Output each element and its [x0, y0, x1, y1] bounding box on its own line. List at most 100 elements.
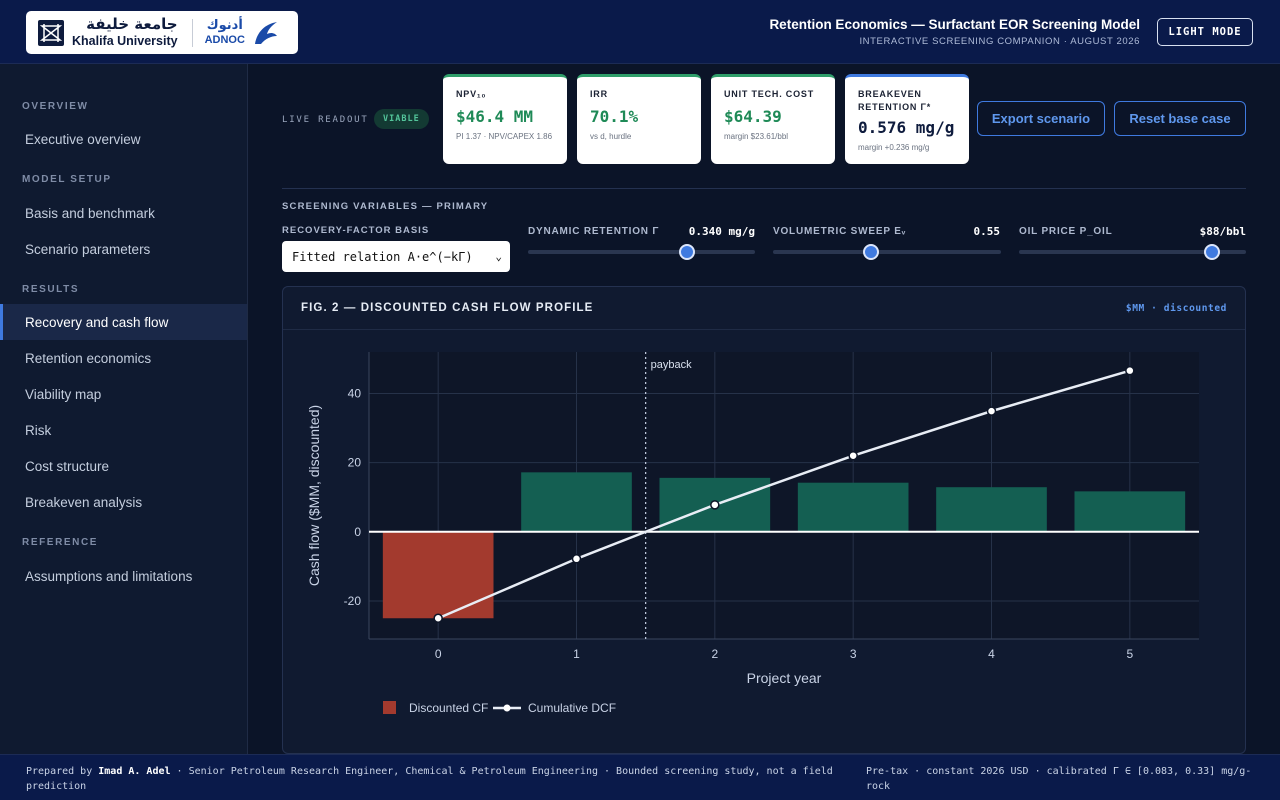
x-tick-label: 1 — [573, 647, 580, 661]
main-content: LIVE READOUT VIABLE NPV₁₀ $46.4 MM PI 1.… — [248, 64, 1280, 754]
nav-item-scenario-parameters[interactable]: Scenario parameters — [25, 241, 151, 257]
footer-credits: Prepared by Imad A. Adel · Senior Petrol… — [26, 764, 836, 794]
kpi-label: NPV₁₀ — [456, 89, 487, 99]
app-title-block: Retention Economics — Surfactant EOR Scr… — [769, 17, 1140, 47]
ku-emblem-icon — [38, 19, 64, 46]
plot-area — [369, 352, 1199, 639]
kpi-sub: PI 1.37 · NPV/CAPEX 1.86 — [456, 131, 553, 141]
kpi-value: 0.576 mg/g — [858, 118, 955, 138]
rf-basis-label: RECOVERY-FACTOR BASIS — [282, 225, 430, 236]
oil-price-slider-track[interactable] — [1019, 250, 1246, 254]
figure-unit: $MM · discounted — [1125, 303, 1227, 314]
bar-discounted-cf — [1074, 491, 1186, 532]
dcf-chart: -20 0 20 40 0 1 2 3 4 5 payback Project year Cash fl… — [306, 352, 1199, 715]
logo-divider — [191, 18, 193, 47]
sweep-slider-thumb[interactable] — [863, 244, 880, 260]
nav-item-breakeven-analysis[interactable]: Breakeven analysis — [25, 494, 143, 510]
x-axis-title: Project year — [747, 670, 822, 686]
retention-slider-track[interactable] — [528, 250, 755, 254]
x-tick-label: 0 — [435, 647, 442, 661]
retention-slider-thumb[interactable] — [678, 244, 695, 260]
kpi-value: 70.1% — [590, 106, 639, 126]
top-bar: جامعة خليفة Khalifa University أدنوك ADN… — [0, 0, 1280, 64]
adnoc-arabic-name: أدنوك — [206, 18, 243, 33]
x-tick-label: 2 — [711, 647, 718, 661]
footer-assumptions: Pre-tax · constant 2026 USD · calibrated… — [866, 766, 1252, 792]
dcf-figure-card: FIG. 2 — DISCOUNTED CASH FLOW PROFILE $M… — [282, 286, 1246, 754]
adnoc-english-name: ADNOC — [204, 34, 245, 46]
footer-prefix: Prepared by — [26, 766, 93, 777]
slider-value-oil-price: $88/bbl — [1199, 225, 1246, 238]
export-scenario-button[interactable]: Export scenario — [977, 101, 1105, 136]
nav-section-model-setup: MODEL SETUP — [22, 174, 112, 185]
nav-item-risk[interactable]: Risk — [25, 422, 52, 438]
point-cumulative — [571, 554, 582, 564]
adnoc-logo: أدنوك ADNOC — [205, 18, 281, 48]
point-cumulative — [433, 613, 443, 624]
nav-item-cost-structure[interactable]: Cost structure — [25, 458, 110, 474]
kpi-sub: vs d, hurdle — [590, 131, 632, 141]
y-tick-label: 40 — [348, 386, 362, 400]
kpi-value: $46.4 MM — [456, 106, 534, 126]
legend-marker-cumulative — [503, 704, 511, 712]
footer-author: Imad A. Adel — [98, 766, 171, 777]
kpi-sub: margin +0.236 mg/g — [858, 143, 930, 153]
nav-section-reference: REFERENCE — [22, 537, 99, 548]
ku-logo: جامعة خليفة Khalifa University — [36, 17, 178, 48]
adnoc-falcon-icon — [254, 21, 277, 44]
y-axis-title: Cash flow ($MM, discounted) — [306, 405, 322, 586]
footer-role: · Senior Petroleum Research Engineer, Ch… — [26, 766, 833, 792]
kpi-value: $64.39 — [724, 106, 782, 126]
payback-label: payback — [651, 359, 692, 371]
bar-discounted-cf — [797, 482, 909, 532]
nav-item-executive-overview[interactable]: Executive overview — [25, 131, 141, 147]
legend-label-cumulative: Cumulative DCF — [528, 701, 616, 715]
kpi-card-unit-cost: UNIT TECH. COST $64.39 margin $23.61/bbl — [711, 74, 835, 164]
figure-divider — [283, 329, 1245, 330]
nav-item-recovery-cash-flow[interactable]: Recovery and cash flow — [0, 304, 247, 340]
nav-item-retention-economics[interactable]: Retention economics — [25, 350, 152, 366]
series-line-cumulative — [437, 369, 1131, 620]
oil-price-slider-thumb[interactable] — [1203, 244, 1220, 260]
nav-section-overview: OVERVIEW — [22, 101, 89, 112]
app-subtitle: INTERACTIVE SCREENING COMPANION · AUGUST… — [859, 36, 1140, 47]
nav-item-basis-benchmark[interactable]: Basis and benchmark — [25, 205, 155, 221]
footer: Prepared by Imad A. Adel · Senior Petrol… — [0, 754, 1280, 800]
rf-basis-select[interactable]: Fitted relation A·e^(−kΓ) ⌄ — [282, 241, 510, 272]
rf-basis-selected: Fitted relation A·e^(−kΓ) — [292, 249, 473, 264]
kpi-label: IRR — [590, 89, 608, 99]
status-badge: VIABLE — [374, 109, 429, 129]
kpi-label: UNIT TECH. COST — [724, 89, 814, 99]
kpi-card-breakeven: BREAKEVEN RETENTION Γ* 0.576 mg/g margin… — [845, 74, 969, 164]
point-cumulative — [848, 450, 858, 461]
y-tick-label: 20 — [348, 456, 362, 470]
partner-logos: جامعة خليفة Khalifa University أدنوك ADN… — [26, 11, 298, 54]
kpi-card-irr: IRR 70.1% vs d, hurdle — [577, 74, 701, 164]
live-readout-label: LIVE READOUT — [282, 115, 369, 125]
x-tick-label: 3 — [850, 647, 857, 661]
point-cumulative — [986, 406, 997, 416]
figure-title: FIG. 2 — DISCOUNTED CASH FLOW PROFILE — [301, 302, 594, 314]
nav-item-viability-map[interactable]: Viability map — [25, 386, 102, 402]
ku-arabic-name: جامعة خليفة — [86, 15, 178, 34]
x-tick-label: 5 — [1126, 647, 1133, 661]
point-cumulative — [710, 500, 720, 510]
light-mode-button[interactable]: LIGHT MODE — [1157, 18, 1253, 46]
sweep-slider-track[interactable] — [773, 250, 1001, 254]
sidebar: OVERVIEW Executive overview MODEL SETUP … — [0, 64, 248, 754]
chevron-down-icon: ⌄ — [495, 250, 502, 263]
y-tick-label: 0 — [354, 525, 361, 539]
bar-discounted-cf — [936, 487, 1047, 532]
reset-base-case-button[interactable]: Reset base case — [1114, 101, 1246, 136]
kpi-label: BREAKEVEN RETENTION Γ* — [858, 89, 932, 112]
app-title: Retention Economics — Surfactant EOR Scr… — [769, 17, 1140, 32]
slider-label-retention: DYNAMIC RETENTION Γ — [528, 226, 660, 237]
slider-label-sweep: VOLUMETRIC SWEEP Eᵥ — [773, 226, 907, 237]
slider-label-oil-price: OIL PRICE P_OIL — [1019, 226, 1113, 237]
y-tick-label: -20 — [344, 594, 362, 608]
nav-item-assumptions[interactable]: Assumptions and limitations — [25, 568, 193, 584]
x-tick-label: 4 — [988, 647, 995, 661]
slider-value-retention: 0.340 mg/g — [688, 225, 755, 238]
point-cumulative — [1125, 365, 1135, 376]
divider — [282, 188, 1246, 189]
